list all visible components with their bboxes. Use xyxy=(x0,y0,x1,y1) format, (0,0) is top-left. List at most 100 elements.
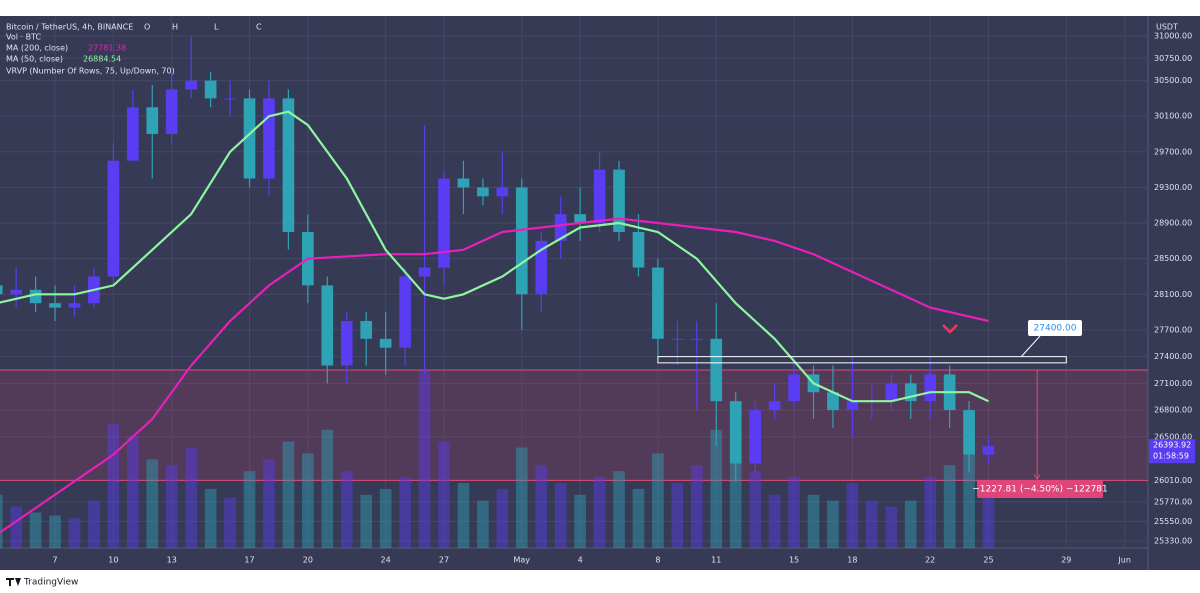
candle-body xyxy=(690,338,703,340)
volume-bar xyxy=(866,500,878,548)
volume-bar xyxy=(943,465,956,548)
y-tick-label: 26010.00 xyxy=(1154,476,1192,485)
candle-body xyxy=(379,338,392,348)
level-box xyxy=(657,356,1067,364)
volume-bar xyxy=(904,500,917,548)
volume-bar xyxy=(263,459,275,548)
volume-bar xyxy=(885,506,898,548)
volume-bar xyxy=(0,494,3,548)
indicator-value: 26884.54 xyxy=(83,55,121,64)
volume-bar xyxy=(652,453,664,548)
indicator-value: 27781.38 xyxy=(88,44,126,53)
y-tick-label: 25330.00 xyxy=(1154,536,1192,545)
y-tick-label: 26800.00 xyxy=(1154,406,1192,415)
ma-line xyxy=(0,110,989,403)
volume-bar xyxy=(165,465,178,548)
candle-body xyxy=(29,289,42,304)
y-tick-label: 26500.00 xyxy=(1154,432,1192,441)
volume-bar xyxy=(593,477,606,548)
candle-body xyxy=(68,303,81,308)
candle-body xyxy=(263,98,275,179)
candle-body xyxy=(652,267,664,339)
volume-bar xyxy=(204,488,217,548)
candle-body xyxy=(126,107,139,161)
y-tick-label: 28900.00 xyxy=(1154,219,1192,228)
volume-bar xyxy=(496,488,509,548)
volume-bar xyxy=(146,459,159,548)
ohlc-label: C xyxy=(256,23,262,32)
y-tick-label: 29300.00 xyxy=(1154,183,1192,192)
x-tick-label: 11 xyxy=(711,556,721,565)
volume-bar xyxy=(690,465,703,548)
axis-layer: 31000.00 30750.00 30500.00 30100.00 29700.00… xyxy=(52,32,1195,565)
volume-bar xyxy=(963,435,975,548)
candle-body xyxy=(554,214,567,241)
candle-body xyxy=(846,401,859,411)
volume-bar xyxy=(224,497,236,548)
y-tick-label: 31000.00 xyxy=(1154,32,1192,41)
volume-bar xyxy=(107,423,120,548)
candle-body xyxy=(107,160,120,277)
volume-bar xyxy=(632,488,645,548)
x-tick-label: 10 xyxy=(108,556,118,565)
x-tick-label: 4 xyxy=(578,556,583,565)
y-tick-label: 27100.00 xyxy=(1154,379,1192,388)
volume-bar xyxy=(88,500,100,548)
candle-body xyxy=(418,267,431,277)
x-tick-label: 8 xyxy=(655,556,660,565)
volume-bar xyxy=(613,471,625,548)
candle-body xyxy=(632,231,645,268)
candle-body xyxy=(204,80,217,99)
candle-body xyxy=(282,98,295,232)
y-tick-label: 25550.00 xyxy=(1154,517,1192,526)
volume-bar xyxy=(768,494,781,548)
last-price-label: 26393.92 xyxy=(1153,441,1191,450)
candle-body xyxy=(0,285,3,295)
measure-arrow xyxy=(1033,474,1041,481)
volume-bar xyxy=(379,488,392,548)
zone-layer xyxy=(0,369,1148,481)
price-zone xyxy=(0,369,1148,481)
y-tick-label: 28500.00 xyxy=(1154,254,1192,263)
volume-bar xyxy=(807,494,820,548)
last-price-tag xyxy=(1149,439,1195,464)
volume-bar xyxy=(282,441,295,548)
candle-body xyxy=(243,98,256,179)
volume-bar xyxy=(360,494,373,548)
y-tick-label: 28100.00 xyxy=(1154,290,1192,299)
candle-body xyxy=(671,338,684,340)
candle-body xyxy=(768,401,781,411)
candle-body xyxy=(593,169,606,224)
y-tick-label: 25770.00 xyxy=(1154,497,1192,506)
volume-bar xyxy=(185,447,198,548)
candle-body xyxy=(982,446,995,455)
measure-label: −1227.81 (−4.50%) −122781 xyxy=(972,485,1108,495)
volume-bar xyxy=(399,477,411,548)
callout-pointer xyxy=(1020,335,1041,357)
ohlc-label: O xyxy=(144,23,150,32)
y-tick-label: 30100.00 xyxy=(1154,112,1192,121)
candle-body xyxy=(340,321,353,366)
indicator-label: VRVP (Number Of Rows, 75, Up/Down, 70) xyxy=(6,67,175,76)
x-tick-label: Jun xyxy=(1117,556,1131,565)
volume-bar xyxy=(788,477,800,548)
candle-body xyxy=(185,80,198,90)
y-tick-label: 30750.00 xyxy=(1154,54,1192,63)
footer-brand: TradingView xyxy=(23,578,78,588)
candle-body xyxy=(457,178,470,188)
volume-bar xyxy=(554,482,567,548)
y-tick-label: 27700.00 xyxy=(1154,325,1192,334)
indicator-label: Vol · BTC xyxy=(6,33,42,42)
candle-body xyxy=(827,392,839,411)
candle-body xyxy=(729,401,742,464)
volume-bar xyxy=(515,447,528,548)
indicator-label: MA (200, close) xyxy=(6,44,68,53)
volume-bar xyxy=(418,370,431,548)
x-tick-label: 29 xyxy=(1061,556,1071,565)
x-tick-label: 13 xyxy=(167,556,177,565)
volume-bar xyxy=(10,506,22,548)
candle-body xyxy=(535,240,548,295)
candle-body xyxy=(710,338,723,402)
x-tick-label: 25 xyxy=(983,556,993,565)
volume-bar xyxy=(574,494,586,548)
